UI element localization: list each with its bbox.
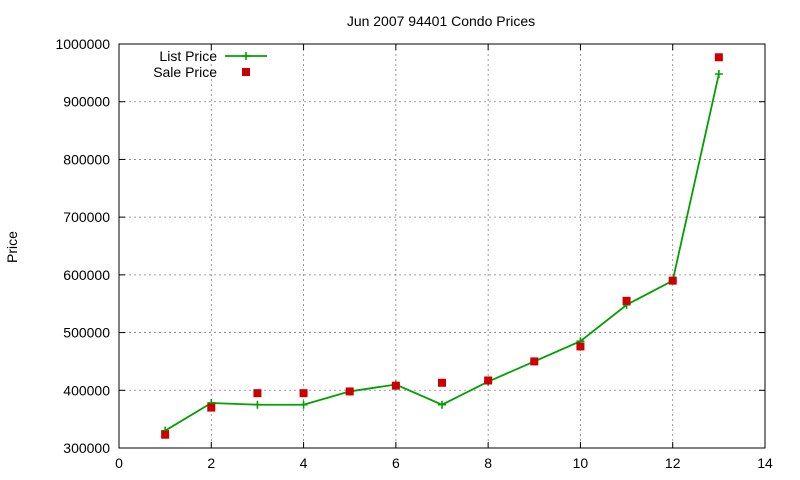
plot-area bbox=[161, 53, 723, 439]
x-tick-label: 8 bbox=[484, 455, 492, 471]
y-tick-label: 700000 bbox=[63, 209, 110, 225]
sale-price-point bbox=[530, 357, 539, 366]
series-line-list-price bbox=[164, 73, 720, 432]
x-tick-label: 6 bbox=[392, 455, 400, 471]
plot-frame bbox=[118, 43, 766, 449]
y-tick-label: 300000 bbox=[63, 440, 110, 456]
y-tick-label: 400000 bbox=[63, 382, 110, 398]
x-tick-label: 14 bbox=[757, 455, 773, 471]
x-tick-label: 12 bbox=[665, 455, 681, 471]
list-price-point bbox=[714, 70, 723, 79]
sale-price-point bbox=[714, 53, 723, 62]
legend-label: List Price bbox=[159, 48, 217, 64]
x-tick-label: 4 bbox=[300, 455, 308, 471]
sale-price-point bbox=[253, 389, 262, 398]
legend-square-swatch bbox=[242, 68, 250, 76]
x-tick-label: 0 bbox=[115, 455, 123, 471]
list-price-point bbox=[299, 400, 308, 409]
sale-price-point bbox=[484, 376, 493, 385]
sale-price-point bbox=[299, 389, 308, 398]
axis-ticks: 0 2 4 6 8 10 12 14 300000 400000 500000 600000 70000… bbox=[55, 36, 773, 471]
chart-title: Jun 2007 94401 Condo Prices bbox=[347, 13, 535, 29]
legend-label: Sale Price bbox=[153, 64, 217, 80]
sale-price-point bbox=[161, 430, 170, 439]
legend-plus-swatch bbox=[242, 52, 250, 60]
y-tick-label: 500000 bbox=[63, 325, 110, 341]
sale-price-point bbox=[576, 342, 585, 351]
x-tick-label: 10 bbox=[573, 455, 589, 471]
sale-price-point bbox=[438, 378, 446, 387]
grid bbox=[119, 44, 765, 448]
sale-price-point bbox=[668, 276, 677, 285]
x-tick-label: 2 bbox=[207, 455, 215, 471]
y-tick-label: 1000000 bbox=[55, 36, 110, 52]
sale-price-point bbox=[391, 381, 400, 390]
sale-price-point bbox=[622, 296, 631, 305]
y-tick-label: 900000 bbox=[63, 94, 110, 110]
list-price-point bbox=[253, 400, 262, 409]
y-tick-label: 800000 bbox=[63, 151, 110, 167]
sale-price-point bbox=[207, 403, 216, 412]
sale-price-point bbox=[345, 387, 354, 396]
y-tick-label: 600000 bbox=[63, 267, 110, 283]
y-axis-label: Price bbox=[4, 231, 20, 263]
list-price-point bbox=[438, 400, 446, 409]
